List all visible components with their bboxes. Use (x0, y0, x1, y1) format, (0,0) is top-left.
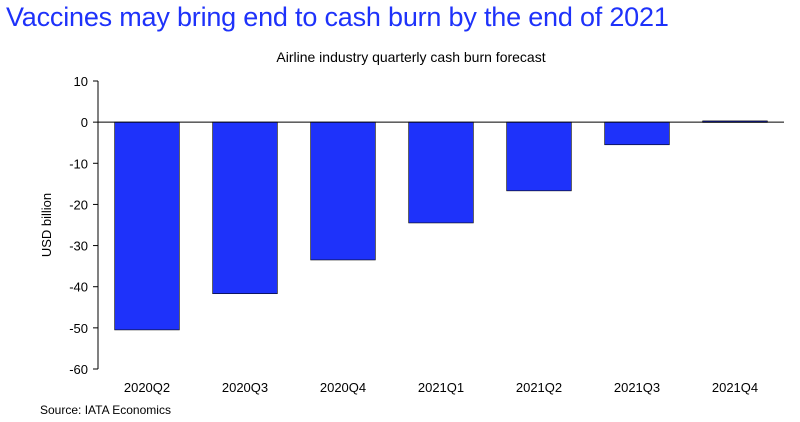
bar-2021Q2 (506, 121, 572, 192)
bar-2020Q3 (212, 121, 278, 295)
axes-layer: 10 0 -10 -20 -30 -40 -50 -60 2020Q2 2020Q3 2020Q4 2… (69, 74, 784, 395)
y-tick-label: -60 (69, 362, 88, 377)
chart-title: Airline industry quarterly cash burn for… (276, 49, 545, 65)
x-tick-label: 2021Q2 (516, 380, 562, 395)
x-tick-label: 2020Q4 (320, 380, 366, 395)
x-tick-label: 2021Q4 (712, 380, 758, 395)
y-tick-label: 0 (81, 115, 88, 130)
bar-2021Q3 (604, 121, 670, 146)
y-tick-label: -10 (69, 156, 88, 171)
bar-2021Q1 (408, 121, 474, 224)
x-tick-label: 2020Q2 (124, 380, 170, 395)
y-axis-title: USD billion (39, 193, 54, 257)
x-tick-label: 2021Q1 (418, 380, 464, 395)
y-tick-label: -40 (69, 280, 88, 295)
x-tick-label: 2021Q3 (614, 380, 660, 395)
y-tick-label: -30 (69, 239, 88, 254)
bar-2020Q4 (310, 121, 376, 261)
source-note: Source: IATA Economics (40, 403, 171, 417)
y-tick-label: -20 (69, 197, 88, 212)
y-tick-label: 10 (74, 74, 88, 89)
chart-headline: Vaccines may bring end to cash burn by t… (6, 2, 669, 32)
bars-layer (114, 120, 768, 331)
bar-2020Q2 (114, 121, 180, 331)
y-tick-label: -50 (69, 321, 88, 336)
x-tick-label: 2020Q3 (222, 380, 268, 395)
